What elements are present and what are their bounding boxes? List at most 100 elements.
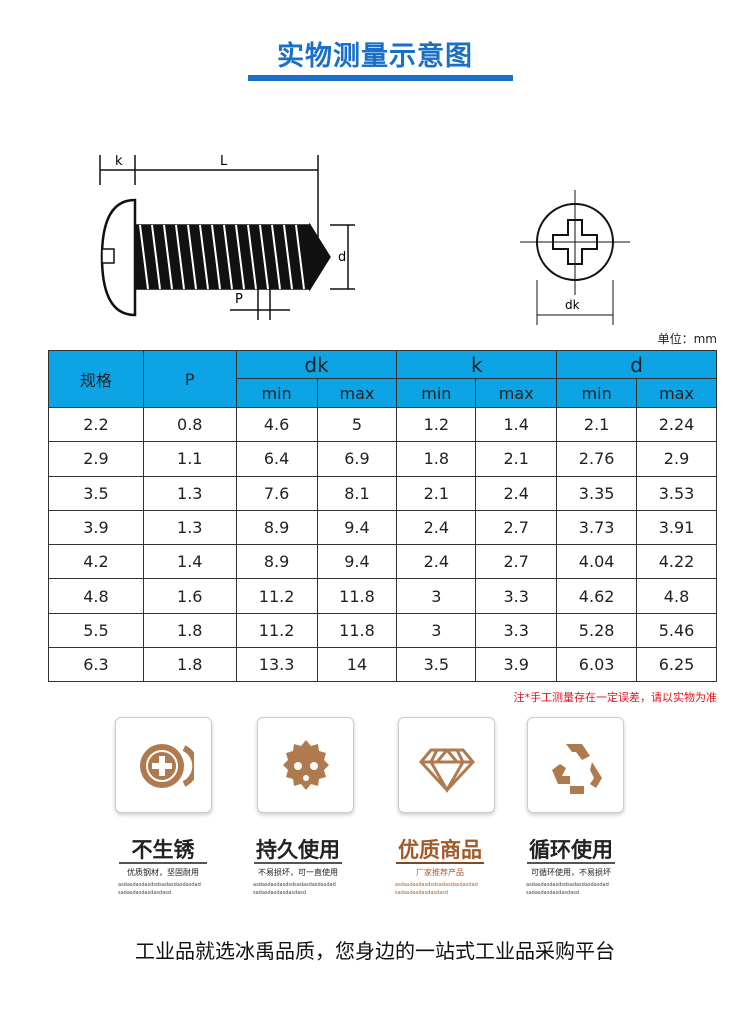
table-row: 4.8 1.6 11.2 11.8 3 3.3 4.62 4.8	[48, 578, 717, 614]
table-cell: 2.4	[396, 544, 477, 580]
diamond-icon	[419, 748, 475, 794]
header-min: min	[235, 378, 318, 408]
table-cell: 3.35	[556, 475, 638, 511]
table-cell: 8.1	[316, 475, 398, 511]
table-cell: 3.3	[475, 612, 558, 649]
title-underline	[248, 75, 513, 81]
table-cell: 2.2	[48, 406, 144, 443]
screw-head-icon	[140, 744, 194, 788]
table-cell: 2.9	[636, 441, 717, 477]
feature-filler-text: asdasdasdasdsdsadasdasdasdadsadasdasdasd…	[118, 882, 201, 896]
table-row: 6.3 1.8 13.3 14 3.5 3.9 6.03 6.25	[48, 647, 717, 683]
header-p: P	[142, 350, 237, 408]
label-P: P	[235, 292, 243, 307]
header-d: d	[556, 350, 717, 379]
feature-divider	[119, 862, 207, 864]
table-cell: 14	[316, 647, 398, 683]
feature-subtitle: 不易损坏，可一直使用	[258, 868, 338, 877]
table-cell: 2.24	[636, 406, 717, 443]
feature-filler-text: asdasdasdasdsdsadasdasdasdadsadasdasdasd…	[253, 882, 336, 896]
table-cell: 6.3	[48, 647, 144, 683]
table-cell: 1.4	[475, 406, 558, 443]
table-cell: 3.9	[475, 647, 558, 683]
table-cell: 0.8	[142, 406, 237, 443]
table-cell: 1.4	[142, 544, 237, 580]
table-cell: 9.4	[316, 509, 398, 546]
table-cell: 5.28	[556, 612, 638, 649]
table-cell: 9.4	[316, 544, 398, 580]
header-max: max	[636, 378, 717, 408]
spec-table: 规格 P dk k d min max min max min max 2.2 0…	[48, 350, 717, 683]
table-cell: 2.7	[475, 509, 558, 546]
table-cell: 6.9	[316, 441, 398, 477]
unit-label: 单位：mm	[657, 332, 717, 346]
table-cell: 4.8	[636, 578, 717, 614]
table-row: 4.2 1.4 8.9 9.4 2.4 2.7 4.04 4.22	[48, 544, 717, 580]
table-cell: 1.6	[142, 578, 237, 614]
feature-divider	[527, 862, 615, 864]
table-cell: 2.1	[556, 406, 638, 443]
gear-nut-icon	[283, 740, 329, 790]
table-cell: 2.7	[475, 544, 558, 580]
label-dk: dk	[565, 298, 580, 312]
label-k: k	[115, 154, 123, 169]
table-cell: 8.9	[235, 544, 318, 580]
screw-top-diagram: dk	[520, 190, 630, 325]
slogan: 工业品就选冰禹品质，您身边的一站式工业品采购平台	[135, 939, 615, 963]
table-cell: 1.8	[142, 612, 237, 649]
table-cell: 3.73	[556, 509, 638, 546]
table-cell: 11.2	[235, 612, 318, 649]
table-cell: 6.03	[556, 647, 638, 683]
table-cell: 4.6	[235, 406, 318, 443]
table-cell: 6.4	[235, 441, 318, 477]
table-cell: 3.91	[636, 509, 717, 546]
table-row: 5.5 1.8 11.2 11.8 3 3.3 5.28 5.46	[48, 612, 717, 649]
header-min: min	[556, 378, 638, 408]
header-max: max	[475, 378, 558, 408]
feature-subtitle: 优质钢材，坚固耐用	[127, 868, 199, 877]
table-cell: 4.2	[48, 544, 144, 580]
feature-card	[527, 717, 624, 813]
feature-subtitle: 可循环使用，不易损坏	[531, 868, 611, 877]
table-cell: 1.3	[142, 509, 237, 546]
feature-title: 循环使用	[529, 838, 613, 862]
table-cell: 11.8	[316, 578, 398, 614]
table-cell: 5	[316, 406, 398, 443]
table-cell: 3.5	[48, 475, 144, 511]
page-title: 实物测量示意图	[277, 41, 473, 72]
header-max: max	[316, 378, 398, 408]
table-cell: 3	[396, 578, 477, 614]
recycle-icon	[552, 744, 602, 794]
table-cell: 1.1	[142, 441, 237, 477]
feature-card	[257, 717, 354, 813]
table-row: 2.9 1.1 6.4 6.9 1.8 2.1 2.76 2.9	[48, 441, 717, 477]
table-cell: 2.4	[396, 509, 477, 546]
feature-card	[115, 717, 212, 813]
table-cell: 1.3	[142, 475, 237, 511]
table-cell: 3.53	[636, 475, 717, 511]
table-cell: 11.8	[316, 612, 398, 649]
table-cell: 5.46	[636, 612, 717, 649]
table-cell: 1.8	[142, 647, 237, 683]
table-cell: 2.76	[556, 441, 638, 477]
table-cell: 11.2	[235, 578, 318, 614]
table-cell: 4.8	[48, 578, 144, 614]
label-d: d	[338, 250, 346, 265]
table-cell: 13.3	[235, 647, 318, 683]
header-min: min	[396, 378, 477, 408]
table-cell: 6.25	[636, 647, 717, 683]
table-cell: 7.6	[235, 475, 318, 511]
feature-divider	[254, 862, 342, 864]
header-spec: 规格	[48, 350, 144, 408]
table-cell: 2.1	[396, 475, 477, 511]
table-cell: 2.4	[475, 475, 558, 511]
table-cell: 3.9	[48, 509, 144, 546]
table-cell: 5.5	[48, 612, 144, 649]
table-cell: 3	[396, 612, 477, 649]
table-cell: 2.9	[48, 441, 144, 477]
feature-subtitle: 厂家推荐产品	[416, 868, 464, 877]
feature-divider	[396, 862, 484, 864]
feature-filler-text: asdasdasdasdsdsadasdasdasdadsadasdasdasd…	[395, 882, 478, 896]
table-cell: 4.62	[556, 578, 638, 614]
feature-title: 持久使用	[256, 838, 340, 862]
